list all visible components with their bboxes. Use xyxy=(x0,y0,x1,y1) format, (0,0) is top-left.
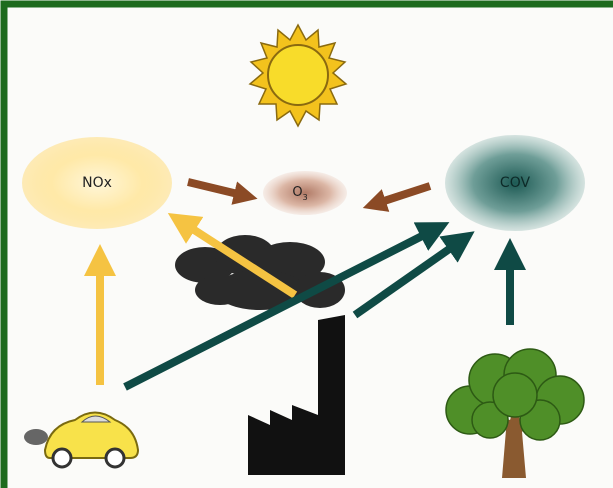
o3-letter: O xyxy=(292,185,302,200)
nox-label: NOx xyxy=(82,175,112,191)
page: NOx O3 COV (() => { const data = JSON.pa… xyxy=(0,0,613,488)
o3-subscript: 3 xyxy=(303,193,308,202)
cov-label: COV xyxy=(500,175,531,191)
diagram: NOx O3 COV xyxy=(0,0,613,488)
